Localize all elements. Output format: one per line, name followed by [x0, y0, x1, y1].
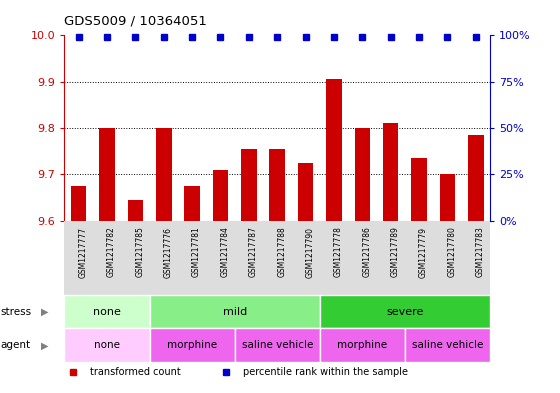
- Bar: [213, 170, 228, 220]
- Bar: [269, 149, 285, 220]
- Bar: [326, 79, 342, 220]
- Bar: [128, 200, 143, 220]
- Bar: [320, 329, 405, 362]
- Bar: [468, 135, 484, 220]
- Bar: [383, 123, 399, 220]
- Text: saline vehicle: saline vehicle: [412, 340, 483, 350]
- Text: GSM1217788: GSM1217788: [277, 227, 286, 277]
- Text: GSM1217787: GSM1217787: [249, 227, 258, 277]
- Text: morphine: morphine: [167, 340, 217, 350]
- Text: none: none: [94, 340, 120, 350]
- Bar: [411, 158, 427, 220]
- Text: GSM1217782: GSM1217782: [107, 227, 116, 277]
- Bar: [405, 329, 490, 362]
- Text: none: none: [93, 307, 121, 317]
- Text: GSM1217777: GSM1217777: [78, 227, 87, 277]
- Bar: [150, 295, 320, 329]
- Bar: [354, 128, 370, 220]
- Bar: [71, 186, 86, 220]
- Bar: [156, 128, 171, 220]
- Text: GSM1217783: GSM1217783: [476, 227, 485, 277]
- Bar: [440, 174, 455, 220]
- Text: morphine: morphine: [337, 340, 388, 350]
- Text: GSM1217781: GSM1217781: [192, 227, 201, 277]
- Text: mild: mild: [222, 307, 247, 317]
- Bar: [99, 128, 115, 220]
- Text: ▶: ▶: [41, 340, 48, 350]
- Text: stress: stress: [1, 307, 32, 317]
- Text: ▶: ▶: [41, 307, 48, 317]
- Bar: [150, 329, 235, 362]
- Text: GSM1217785: GSM1217785: [136, 227, 144, 277]
- Bar: [184, 186, 200, 220]
- Text: GSM1217784: GSM1217784: [221, 227, 230, 277]
- Text: GSM1217778: GSM1217778: [334, 227, 343, 277]
- Text: GSM1217789: GSM1217789: [391, 227, 400, 277]
- Bar: [298, 163, 314, 220]
- Text: percentile rank within the sample: percentile rank within the sample: [243, 367, 408, 376]
- Text: GSM1217780: GSM1217780: [447, 227, 456, 277]
- Bar: [64, 329, 150, 362]
- Text: GSM1217776: GSM1217776: [164, 227, 172, 277]
- Text: transformed count: transformed count: [90, 367, 181, 376]
- Text: GSM1217790: GSM1217790: [306, 227, 315, 277]
- Text: GSM1217786: GSM1217786: [362, 227, 371, 277]
- Text: saline vehicle: saline vehicle: [241, 340, 313, 350]
- Bar: [64, 295, 150, 329]
- Bar: [320, 295, 490, 329]
- Text: GSM1217779: GSM1217779: [419, 227, 428, 277]
- Bar: [241, 149, 256, 220]
- Bar: [235, 329, 320, 362]
- Text: agent: agent: [1, 340, 31, 350]
- Text: severe: severe: [386, 307, 423, 317]
- Text: GDS5009 / 10364051: GDS5009 / 10364051: [64, 15, 207, 28]
